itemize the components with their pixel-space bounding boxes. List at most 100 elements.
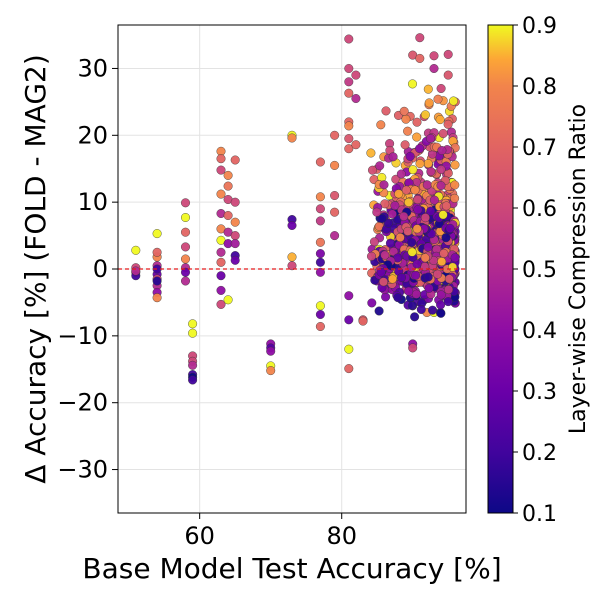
data-point [412, 259, 422, 269]
data-point [315, 204, 325, 214]
colorbar-ticks: 0.9 0.8 0.7 0.6 0.5 0.4 0.3 0.2 0.1 [513, 14, 557, 527]
data-point [351, 93, 361, 103]
data-point [448, 262, 458, 272]
colorbar-tick-label: 0.3 [522, 380, 557, 405]
data-point [376, 267, 386, 277]
colorbar-tick-label: 0.8 [522, 75, 557, 100]
data-point [188, 328, 198, 338]
colorbar-tick-label: 0.2 [522, 441, 557, 466]
data-point [330, 207, 340, 217]
data-point [330, 231, 340, 241]
data-point [436, 300, 446, 310]
data-point [407, 247, 417, 257]
data-point [412, 132, 422, 142]
data-point [230, 239, 240, 249]
data-point [426, 167, 436, 177]
data-point [399, 106, 409, 116]
data-point [404, 286, 414, 296]
data-point [438, 128, 448, 138]
data-point [266, 346, 276, 356]
y-tick-label: 10 [77, 188, 108, 216]
data-point [315, 257, 325, 267]
x-axis-label: Base Model Test Accuracy [%] [82, 552, 501, 585]
data-point [412, 117, 422, 127]
data-point [344, 63, 354, 73]
data-point [408, 79, 418, 89]
data-point [375, 161, 385, 171]
data-point [433, 269, 443, 279]
data-point [131, 245, 141, 255]
data-point [420, 213, 430, 223]
data-point [379, 180, 389, 190]
data-point [367, 298, 377, 308]
data-point [412, 224, 422, 234]
colorbar-tick-label: 0.9 [522, 14, 557, 39]
data-point [369, 237, 379, 247]
data-point [403, 126, 413, 136]
y-tick-label: 0 [93, 255, 108, 283]
data-point [410, 185, 420, 195]
data-point [368, 165, 378, 175]
data-point [376, 120, 386, 130]
data-points [131, 33, 460, 385]
x-axis: 60 80 [184, 513, 357, 550]
data-point [344, 344, 354, 354]
data-point [423, 242, 433, 252]
data-point [344, 88, 354, 98]
data-point [131, 266, 141, 276]
data-point [344, 77, 354, 87]
data-point [223, 210, 233, 220]
data-point [426, 206, 436, 216]
data-point [344, 121, 354, 131]
data-point [266, 366, 276, 376]
y-axis: 30 20 10 0 −10 −20 −30 [57, 54, 118, 484]
data-point [379, 277, 389, 287]
data-point [443, 119, 453, 129]
data-point [344, 291, 354, 301]
data-point [315, 267, 325, 277]
data-point [433, 94, 443, 104]
data-point [404, 197, 414, 207]
data-point [396, 169, 406, 179]
data-point [180, 254, 190, 264]
data-point [395, 232, 405, 242]
data-point [383, 218, 393, 228]
data-point [441, 233, 451, 243]
data-point [423, 84, 433, 94]
data-point [411, 270, 421, 280]
data-point [216, 257, 226, 267]
data-point [443, 70, 453, 80]
data-point [351, 140, 361, 150]
data-point [188, 319, 198, 329]
data-point [387, 209, 397, 219]
data-point [399, 211, 409, 221]
data-point [413, 195, 423, 205]
data-point [407, 237, 417, 247]
y-tick-label: −10 [57, 322, 108, 350]
data-point [422, 180, 432, 190]
data-point [415, 159, 425, 169]
data-point [408, 50, 418, 60]
data-point [230, 217, 240, 227]
data-point [403, 226, 413, 236]
data-point [411, 289, 421, 299]
colorbar [487, 24, 514, 514]
data-point [366, 148, 376, 158]
data-point [407, 301, 417, 311]
data-point [287, 133, 297, 143]
data-point [180, 212, 190, 222]
data-point [216, 154, 226, 164]
data-point [367, 251, 377, 261]
data-point [287, 220, 297, 230]
data-point [377, 213, 387, 223]
data-point [437, 145, 447, 155]
data-point [393, 293, 403, 303]
data-point [180, 198, 190, 208]
data-point [429, 51, 439, 61]
data-point [223, 181, 233, 191]
data-point [436, 83, 446, 93]
data-point [188, 360, 198, 370]
data-point [388, 274, 398, 284]
data-point [315, 237, 325, 247]
